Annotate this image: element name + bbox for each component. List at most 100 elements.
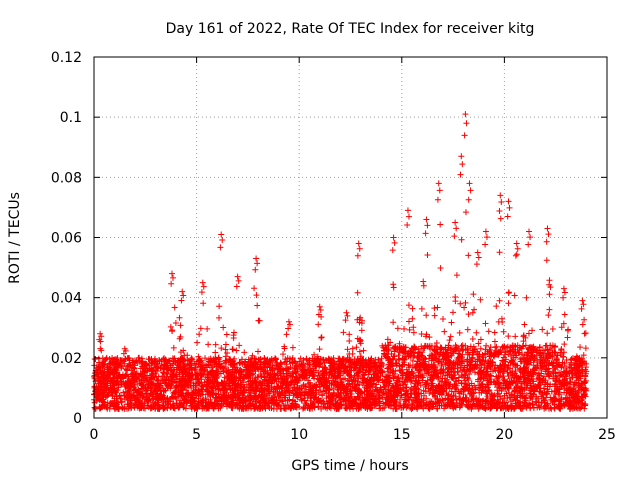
- data-point: [171, 355, 178, 362]
- data-point: [497, 369, 504, 376]
- data-point: [429, 375, 436, 382]
- data-point: [152, 383, 159, 390]
- data-point: [285, 383, 292, 390]
- data-point: [364, 361, 371, 368]
- data-point: [215, 405, 222, 412]
- data-point: [180, 404, 187, 411]
- data-point: [274, 389, 281, 396]
- data-point: [515, 399, 522, 406]
- chart-title: Day 161 of 2022, Rate Of TEC Index for r…: [166, 21, 535, 37]
- data-point: [325, 375, 332, 382]
- data-point: [516, 366, 523, 373]
- data-point: [441, 405, 448, 412]
- data-point: [475, 340, 482, 347]
- data-point: [523, 294, 530, 301]
- data-point: [355, 369, 362, 376]
- data-point: [239, 403, 246, 410]
- data-point: [405, 318, 412, 325]
- data-point: [282, 394, 289, 401]
- data-point: [196, 331, 203, 338]
- data-point: [479, 357, 486, 364]
- data-point: [353, 344, 360, 351]
- data-point: [433, 384, 440, 391]
- data-point: [176, 314, 183, 321]
- data-point: [579, 321, 586, 328]
- data-point: [222, 346, 229, 353]
- data-point: [546, 291, 553, 298]
- data-point: [114, 359, 121, 366]
- data-point: [420, 282, 427, 289]
- data-point: [97, 379, 104, 386]
- data-point: [346, 331, 353, 338]
- data-point: [511, 388, 518, 394]
- data-point: [523, 361, 530, 368]
- data-point: [266, 357, 273, 364]
- data-point: [470, 291, 477, 298]
- data-point: [291, 403, 298, 410]
- data-point: [465, 376, 472, 383]
- data-point: [549, 369, 556, 376]
- data-point: [577, 358, 584, 365]
- data-point: [95, 390, 102, 397]
- data-point: [132, 386, 139, 393]
- data-point: [500, 354, 507, 361]
- data-point: [530, 404, 537, 411]
- data-point: [469, 309, 476, 316]
- data-point: [360, 379, 367, 386]
- data-point: [498, 315, 505, 322]
- data-point: [561, 341, 568, 348]
- data-point: [223, 380, 230, 387]
- data-point: [318, 334, 325, 341]
- data-point: [385, 356, 392, 363]
- data-point: [180, 347, 187, 354]
- data-point: [181, 352, 188, 359]
- data-point: [184, 382, 191, 389]
- data-point: [360, 363, 367, 370]
- data-point: [383, 346, 390, 353]
- data-point: [389, 363, 396, 370]
- data-point: [205, 341, 212, 348]
- data-point: [513, 251, 520, 258]
- data-point: [345, 368, 352, 375]
- data-point: [341, 387, 348, 394]
- data-point: [160, 388, 167, 395]
- data-point: [386, 401, 393, 408]
- data-point: [477, 345, 484, 352]
- data-point: [436, 351, 443, 358]
- data-point: [262, 374, 269, 381]
- data-point: [302, 383, 309, 390]
- data-point: [223, 331, 230, 338]
- data-point: [292, 390, 299, 397]
- data-point: [380, 390, 387, 397]
- data-point: [521, 379, 528, 386]
- data-point: [547, 284, 554, 291]
- data-point: [216, 303, 223, 310]
- data-point: [192, 371, 199, 378]
- data-point: [388, 350, 395, 357]
- data-point: [408, 391, 415, 398]
- data-point: [512, 400, 519, 407]
- data-point: [311, 351, 318, 358]
- data-point: [401, 325, 408, 332]
- data-point: [407, 386, 414, 393]
- data-point: [404, 403, 411, 410]
- data-point: [408, 348, 415, 355]
- data-point: [338, 386, 345, 393]
- data-point: [170, 344, 177, 351]
- data-point: [465, 397, 472, 404]
- data-point: [167, 381, 174, 388]
- data-point: [269, 365, 276, 372]
- data-point: [394, 325, 401, 332]
- data-point: [390, 374, 397, 381]
- data-point: [279, 398, 286, 405]
- data-point: [320, 398, 327, 405]
- data-point: [117, 358, 124, 365]
- data-point: [177, 387, 184, 394]
- data-point: [489, 359, 496, 366]
- data-point: [113, 399, 120, 406]
- data-point: [568, 357, 575, 364]
- data-point: [122, 366, 129, 373]
- data-point: [316, 346, 323, 353]
- data-point: [103, 355, 110, 362]
- data-point: [405, 302, 412, 309]
